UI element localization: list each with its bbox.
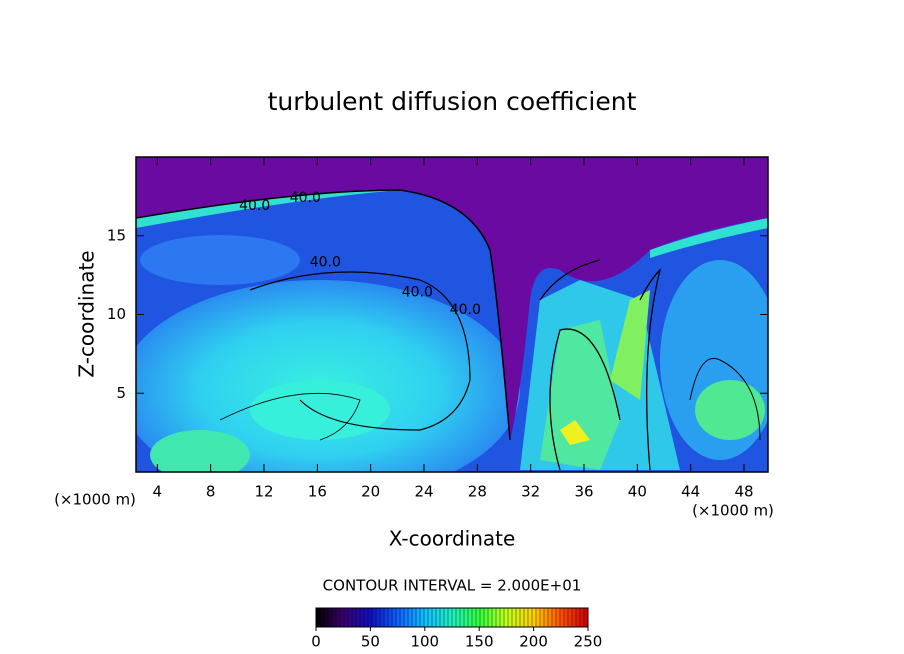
x-tick-label: 32 bbox=[521, 483, 540, 501]
contour-label: 40.0 bbox=[310, 255, 341, 271]
y-unit: (×1000 m) bbox=[54, 491, 136, 509]
colorbar-tick-label: 250 bbox=[574, 633, 603, 651]
x-tick-label: 48 bbox=[734, 483, 753, 501]
x-tick-label: 20 bbox=[361, 483, 380, 501]
y-tick-label: 10 bbox=[107, 305, 126, 323]
colorbar-tick-label: 150 bbox=[465, 633, 494, 651]
contour-label: 40.0 bbox=[450, 302, 481, 318]
field bbox=[136, 157, 768, 472]
colorbar-tick-label: 50 bbox=[361, 633, 380, 651]
x-tick-label: 44 bbox=[681, 483, 700, 501]
y-tick-label: 15 bbox=[107, 226, 126, 244]
x-axis-label: X-coordinate bbox=[389, 527, 516, 551]
x-tick-label: 16 bbox=[308, 483, 327, 501]
x-tick-label: 24 bbox=[414, 483, 433, 501]
x-tick-label: 40 bbox=[628, 483, 647, 501]
y-tick-label: 5 bbox=[116, 384, 126, 402]
x-unit: (×1000 m) bbox=[692, 502, 774, 520]
colorbar-tick-label: 200 bbox=[519, 633, 548, 651]
x-tick-label: 28 bbox=[468, 483, 487, 501]
colorbar-stripes: 0 50 100 150 200 250 bbox=[311, 608, 602, 651]
colorbar-tick-label: 0 bbox=[311, 633, 321, 651]
contour-interval: CONTOUR INTERVAL = 2.000E+01 bbox=[323, 577, 582, 595]
contour-label: 40.0 bbox=[402, 284, 433, 300]
x-tick-label: 8 bbox=[206, 483, 216, 501]
contour-label: 40.0 bbox=[290, 190, 321, 206]
x-tick-label: 4 bbox=[153, 483, 163, 501]
chart-title: turbulent diffusion coefficient bbox=[268, 87, 637, 116]
contour-label: 40.0 bbox=[239, 198, 270, 214]
x-tick-label: 12 bbox=[254, 483, 273, 501]
y-axis-label: Z-coordinate bbox=[75, 250, 99, 377]
colorbar-tick-label: 100 bbox=[410, 633, 439, 651]
x-tick-label: 36 bbox=[574, 483, 593, 501]
